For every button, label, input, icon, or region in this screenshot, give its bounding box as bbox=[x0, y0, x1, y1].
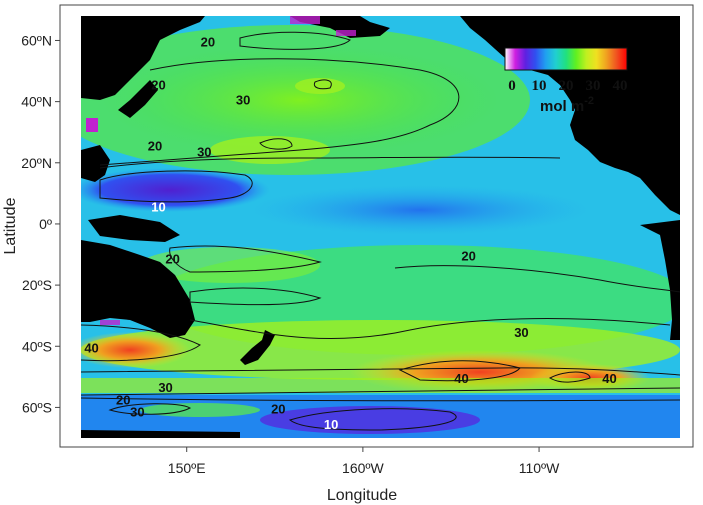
contour-label: 40 bbox=[602, 371, 616, 386]
colorbar-tick-label: 20 bbox=[559, 78, 574, 94]
x-axis-title: Longitude bbox=[327, 487, 397, 504]
y-axis-title: Latitude bbox=[2, 197, 19, 254]
contour-label: 40 bbox=[454, 371, 468, 386]
colorbar-ticks: 0 10 20 30 40 bbox=[508, 78, 627, 94]
contour-lines bbox=[81, 31, 680, 431]
lat-tick-label: 20ºS bbox=[22, 277, 52, 293]
lat-tick-label: 60ºN bbox=[21, 32, 52, 48]
latitude-axis: 60ºN 40ºN 20ºN 0º 20ºS 40ºS 60ºS bbox=[21, 32, 60, 415]
ocean-field bbox=[81, 16, 680, 438]
colorbar-tick-label: 10 bbox=[532, 78, 547, 94]
contour-label: 20 bbox=[148, 139, 162, 154]
contour-label: 20 bbox=[461, 249, 475, 264]
lat-tick-label: 20ºN bbox=[21, 155, 52, 171]
contour-label: 30 bbox=[236, 93, 250, 108]
contour-label: 40 bbox=[84, 340, 98, 355]
colorbar bbox=[504, 47, 628, 71]
colorbar-tick-label: 0 bbox=[508, 78, 516, 94]
contour-label: 20 bbox=[151, 77, 165, 92]
contour-label: 10 bbox=[324, 417, 338, 432]
colorbar-tick-label: 30 bbox=[586, 78, 601, 94]
lat-tick-label: 40ºS bbox=[22, 338, 52, 354]
colorbar-tick-label: 40 bbox=[613, 78, 628, 94]
colorbar-unit: mol m-2 bbox=[540, 95, 594, 115]
contour-label: 30 bbox=[514, 325, 528, 340]
contour-label: 30 bbox=[158, 380, 172, 395]
lat-tick-label: 0º bbox=[39, 216, 52, 232]
lat-tick-label: 60ºS bbox=[22, 399, 52, 415]
longitude-axis: 150ºE 160ºW 110ºW bbox=[168, 447, 560, 476]
contour-label: 30 bbox=[197, 145, 211, 160]
contour-label: 20 bbox=[165, 252, 179, 267]
contour-label: 20 bbox=[201, 35, 215, 50]
contour-label: 10 bbox=[151, 200, 165, 215]
contour-label: 30 bbox=[130, 405, 144, 420]
contour-label: 20 bbox=[271, 402, 285, 417]
lon-tick-label: 110ºW bbox=[519, 460, 560, 476]
lat-tick-label: 40ºN bbox=[21, 94, 52, 110]
lon-tick-label: 150ºE bbox=[168, 460, 206, 476]
contour-label: 20 bbox=[116, 392, 130, 407]
colorbar-legend: 0 10 20 30 40 mol m-2 bbox=[504, 47, 628, 115]
lon-tick-label: 160ºW bbox=[342, 460, 384, 476]
